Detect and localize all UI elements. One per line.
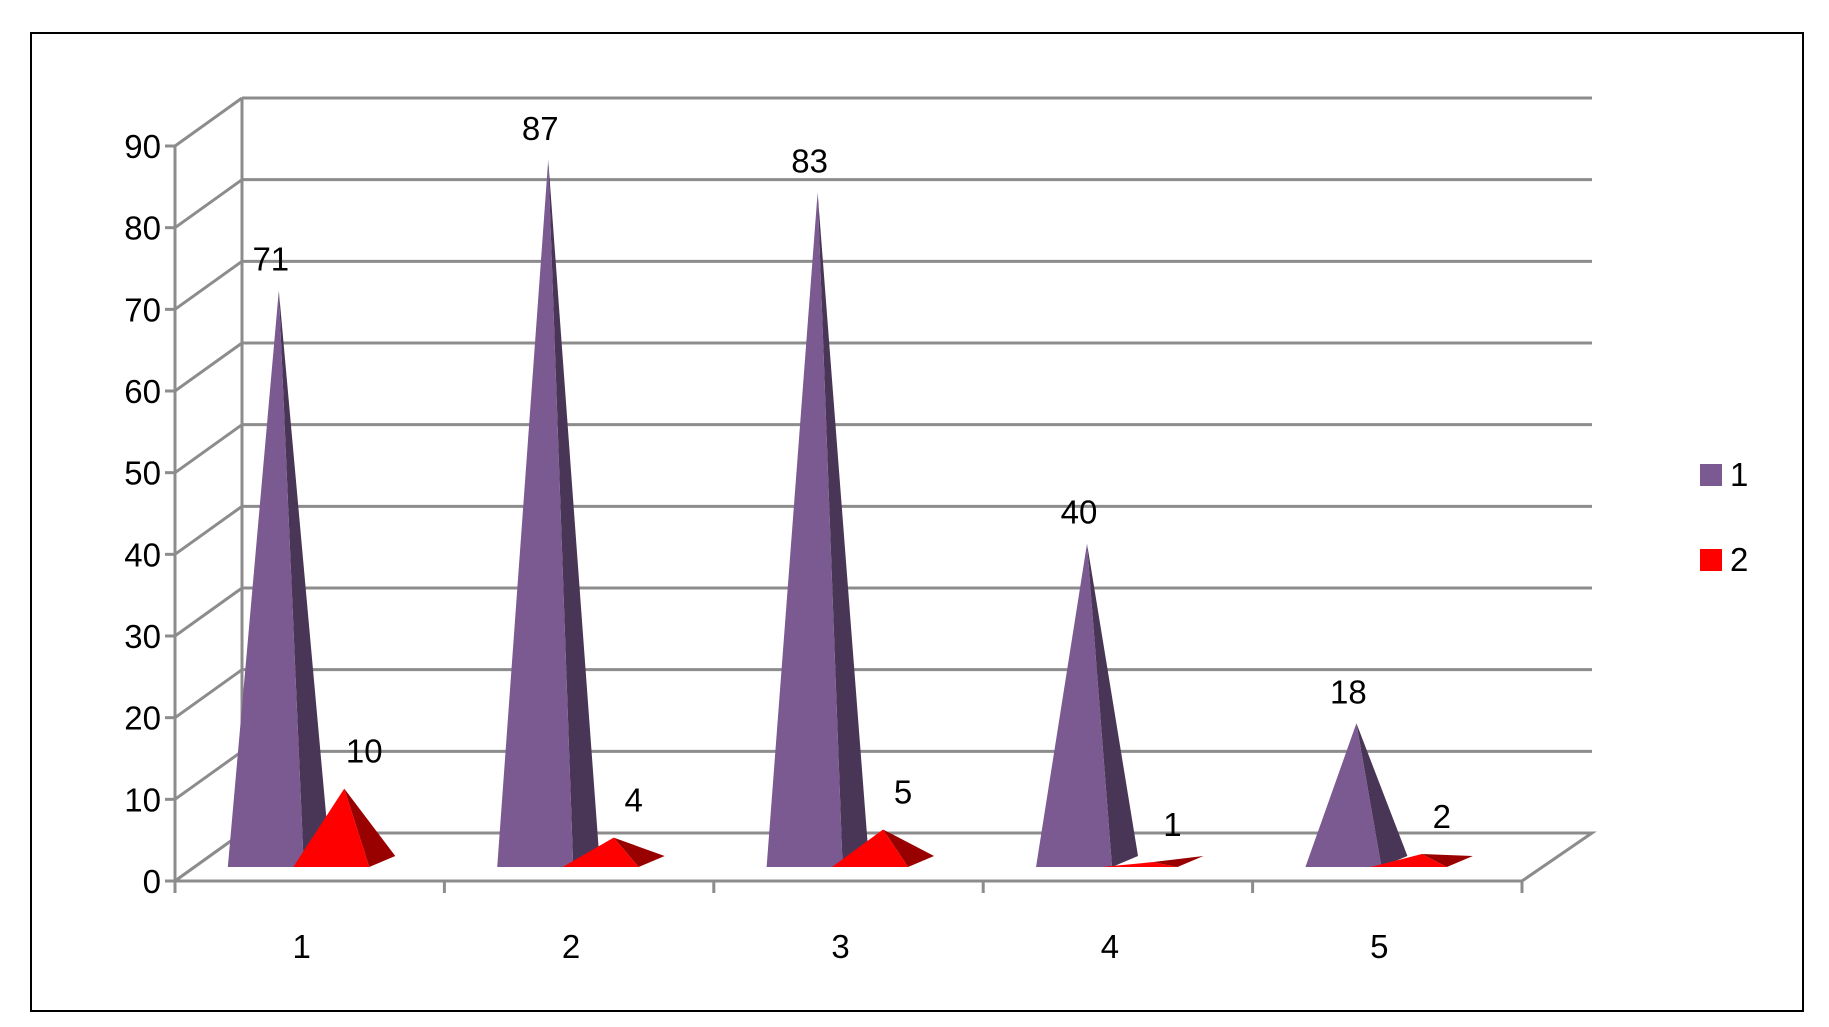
pyramid-s1-c2 xyxy=(497,159,574,868)
gridlines xyxy=(174,96,1592,883)
y-tick-labels: 0 10 20 30 40 50 60 70 80 90 xyxy=(124,128,161,900)
x-tick-label: 3 xyxy=(831,928,849,965)
side-gridline xyxy=(174,423,243,474)
side-gridline xyxy=(174,260,243,311)
pyramid-side-s2-c1 xyxy=(344,788,396,867)
pyramid-s2-c2 xyxy=(562,837,639,867)
data-label: 87 xyxy=(522,110,559,147)
side-gridline xyxy=(174,586,243,638)
y-tick-label: 70 xyxy=(124,291,161,328)
pyramid-s1-c3 xyxy=(766,192,843,867)
pyramid-side-s1-c3 xyxy=(817,192,869,867)
side-gridline xyxy=(174,96,243,148)
y-tick-label: 80 xyxy=(124,210,161,247)
pyramid-side-s1-c4 xyxy=(1087,543,1139,867)
legend-swatch-1 xyxy=(1700,464,1722,486)
pyramid-side-s2-c3 xyxy=(883,829,935,867)
pyramid-marks xyxy=(227,159,1473,868)
pyramid-side-s2-c5 xyxy=(1421,853,1473,867)
data-label: 5 xyxy=(894,773,912,810)
side-gridline xyxy=(174,750,243,801)
legend: 12 xyxy=(1700,456,1748,578)
pyramid-side-s1-c2 xyxy=(548,159,600,868)
data-label: 4 xyxy=(624,782,642,819)
x-tick-label: 5 xyxy=(1370,928,1388,965)
pyramid-s2-c3 xyxy=(832,829,909,867)
y-tick-label: 30 xyxy=(124,618,161,655)
pyramid-s1-c4 xyxy=(1036,543,1113,867)
data-labels: 71 10 87 4 83 5 40 1 18 2 xyxy=(252,110,1451,843)
axes xyxy=(165,144,1524,893)
data-label: 40 xyxy=(1061,494,1098,531)
x-tick-label: 4 xyxy=(1101,928,1119,965)
x-tick-label: 1 xyxy=(293,928,311,965)
side-gridline xyxy=(174,668,243,719)
y-tick-label: 50 xyxy=(124,455,161,492)
data-label: 10 xyxy=(346,733,383,770)
pyramid-side-s2-c4 xyxy=(1152,856,1204,867)
pyramid-side-s1-c5 xyxy=(1356,723,1408,867)
pyramid-s2-c5 xyxy=(1370,853,1447,867)
pyramid-s2-c4 xyxy=(1101,862,1178,867)
data-label: 2 xyxy=(1433,798,1451,835)
x-tick-label: 2 xyxy=(562,928,580,965)
pyramid-s1-c1 xyxy=(227,290,304,867)
pyramid-side-s1-c1 xyxy=(278,290,330,867)
y-tick-label: 10 xyxy=(124,781,161,818)
legend-swatch-2 xyxy=(1700,549,1722,571)
legend-label-1: 1 xyxy=(1730,456,1748,493)
x-tick-labels: 1 2 3 4 5 xyxy=(293,928,1389,965)
side-gridline xyxy=(174,178,243,229)
data-label: 71 xyxy=(252,240,289,277)
pyramid-side-s2-c2 xyxy=(613,837,665,867)
side-gridline xyxy=(174,505,243,556)
y-tick-label: 90 xyxy=(124,128,161,165)
y-tick-label: 20 xyxy=(124,700,161,737)
pyramid-s1-c5 xyxy=(1305,723,1382,867)
data-label: 18 xyxy=(1330,673,1367,710)
y-tick-label: 0 xyxy=(143,863,161,900)
data-label: 83 xyxy=(791,142,828,179)
pyramid-s2-c1 xyxy=(293,788,370,867)
data-label: 1 xyxy=(1163,806,1181,843)
side-gridline xyxy=(174,341,243,393)
legend-label-2: 2 xyxy=(1730,541,1748,578)
y-tick-label: 60 xyxy=(124,373,161,410)
y-tick-label: 40 xyxy=(124,536,161,573)
